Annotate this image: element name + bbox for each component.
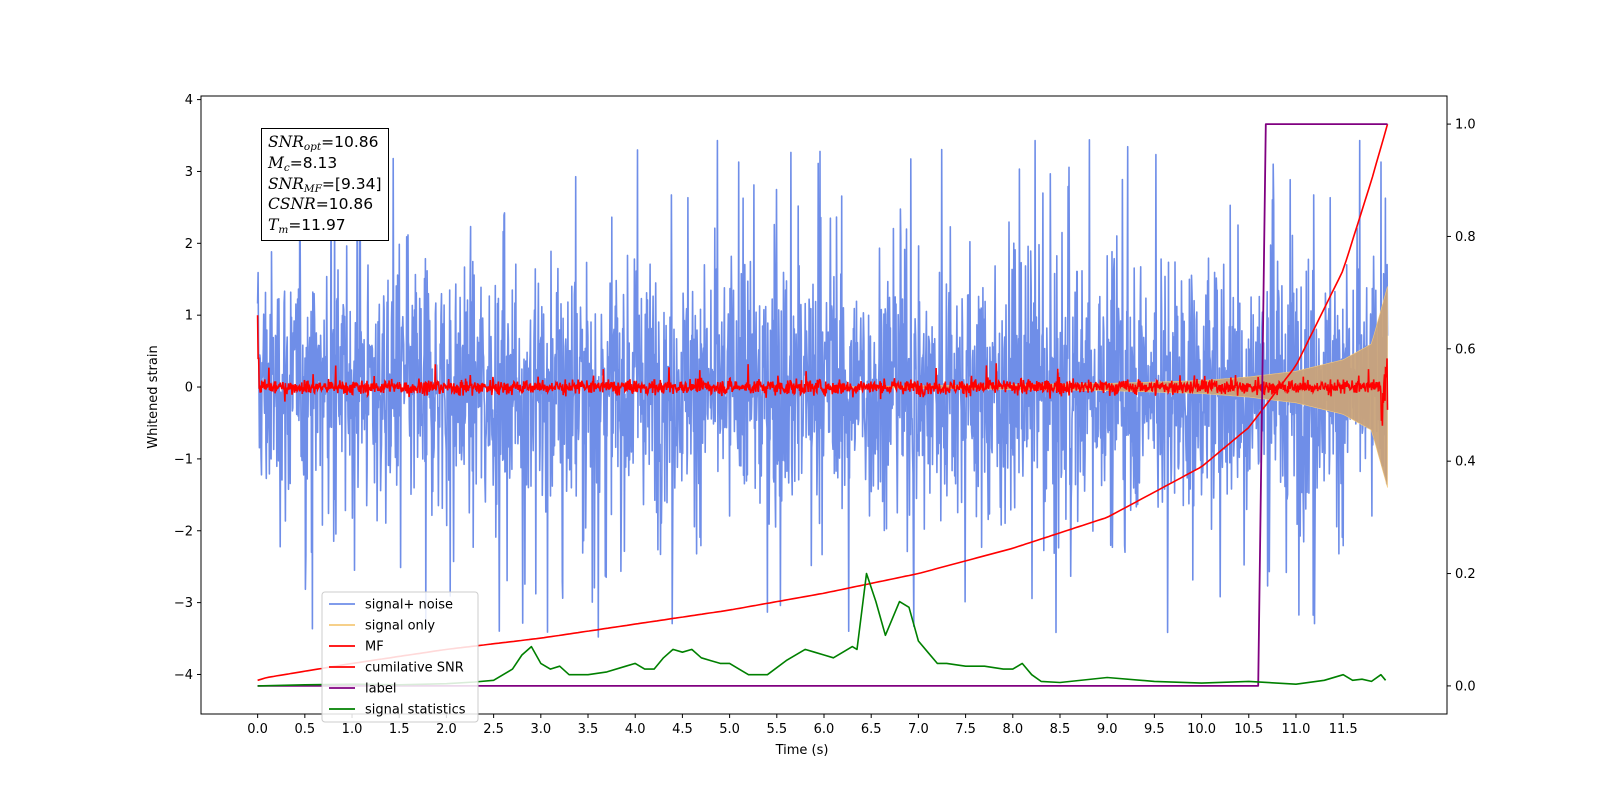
y-tick-label-right: 0.4 — [1455, 455, 1476, 470]
legend-entry-label: signal+ noise — [365, 598, 453, 613]
series-mf — [256, 315, 1389, 426]
y-tick-label-right: 1.0 — [1455, 118, 1476, 133]
x-tick-label: 2.0 — [436, 722, 457, 737]
y-tick-label-left: −2 — [174, 524, 193, 539]
y-tick-label-left: 4 — [185, 93, 193, 108]
x-tick-label: 4.0 — [625, 722, 646, 737]
series-signal-statistics — [257, 572, 1387, 687]
y-axis-label: Whitened strain — [146, 345, 161, 448]
annotation-symbol: Mc — [268, 153, 290, 174]
y-tick-label-right: 0.8 — [1455, 230, 1476, 245]
x-tick-label: 7.0 — [908, 722, 929, 737]
x-axis-label: Time (s) — [775, 743, 829, 758]
annotation-value: =11.97 — [288, 216, 346, 235]
x-tick-label: 7.5 — [955, 722, 976, 737]
x-tick-label: 9.5 — [1144, 722, 1165, 737]
annotation-value: =10.86 — [321, 133, 379, 151]
annotation-symbol: SNRMF — [268, 174, 322, 195]
annotation-line-csnr: CSNR=10.86 — [268, 194, 382, 215]
x-tick-label: 11.0 — [1281, 722, 1310, 737]
y-tick-label-left: 2 — [185, 237, 193, 252]
legend-entry-label: label — [365, 682, 396, 697]
annotation-line-snr-opt: SNRopt=10.86 — [268, 132, 382, 153]
annotation-value: =8.13 — [289, 153, 338, 172]
y-tick-label-left: 3 — [185, 165, 193, 180]
legend-entry-label: cumilative SNR — [365, 661, 464, 676]
x-tick-label: 4.5 — [672, 722, 693, 737]
y-axis-left: 4 3 2 1 0 −1 −2 −3 −4 — [174, 93, 201, 683]
x-tick-label: 6.5 — [861, 722, 882, 737]
stats-annotation-box: SNRopt=10.86 Mc=8.13 SNRMF=[9.34] CSNR=1… — [261, 128, 389, 241]
x-tick-label: 1.0 — [342, 722, 363, 737]
annotation-line-snr-mf: SNRMF=[9.34] — [268, 174, 382, 195]
x-axis: 0.0 0.5 1.0 1.5 2.0 2.5 3.0 3.5 4.0 4.5 5.0 5.5 6.0 6… — [247, 714, 1358, 737]
legend-entry-label: signal statistics — [365, 703, 466, 718]
y-tick-label-left: 1 — [185, 309, 193, 324]
annotation-line-mc: Mc=8.13 — [268, 153, 382, 174]
x-tick-label: 8.0 — [1002, 722, 1023, 737]
y-tick-label-left: −3 — [174, 596, 193, 611]
annotation-line-tm: Tm=11.97 — [268, 215, 382, 236]
y-tick-label-right: 0.0 — [1455, 679, 1476, 694]
x-tick-label: 0.0 — [247, 722, 268, 737]
legend-entry-label: signal only — [365, 619, 435, 634]
y-tick-label-left: −4 — [174, 668, 193, 683]
annotation-symbol: Tm — [268, 216, 289, 237]
x-tick-label: 6.0 — [814, 722, 835, 737]
x-tick-label: 10.0 — [1187, 722, 1216, 737]
annotation-symbol: SNRopt — [268, 133, 322, 153]
y-axis-right: 1.0 0.8 0.6 0.4 0.2 0.0 — [1447, 118, 1476, 694]
x-tick-label: 0.5 — [294, 722, 315, 737]
x-tick-label: 1.5 — [389, 722, 410, 737]
y-tick-label-right: 0.6 — [1455, 342, 1476, 357]
plot-area — [256, 123, 1389, 687]
x-tick-label: 2.5 — [483, 722, 504, 737]
x-tick-label: 5.5 — [766, 722, 787, 737]
annotation-value: =10.86 — [315, 195, 374, 214]
x-tick-label: 11.5 — [1329, 722, 1358, 737]
legend-box — [321, 591, 479, 723]
x-tick-label: 8.5 — [1050, 722, 1071, 737]
annotation-symbol: CSNR — [268, 195, 316, 214]
x-tick-label: 5.0 — [719, 722, 740, 737]
x-tick-label: 9.0 — [1097, 722, 1118, 737]
annotation-value: =[9.34] — [321, 174, 382, 193]
legend: signal+ noise signal only MF cumilative SNR… — [321, 591, 479, 723]
y-tick-label-right: 0.2 — [1455, 567, 1476, 582]
x-tick-label: 10.5 — [1234, 722, 1263, 737]
series-label — [257, 123, 1388, 687]
x-tick-label: 3.0 — [530, 722, 551, 737]
y-tick-label-left: 0 — [185, 381, 193, 396]
legend-entry-label: MF — [365, 640, 384, 655]
y-tick-label-left: −1 — [174, 452, 193, 467]
x-tick-label: 3.5 — [578, 722, 599, 737]
